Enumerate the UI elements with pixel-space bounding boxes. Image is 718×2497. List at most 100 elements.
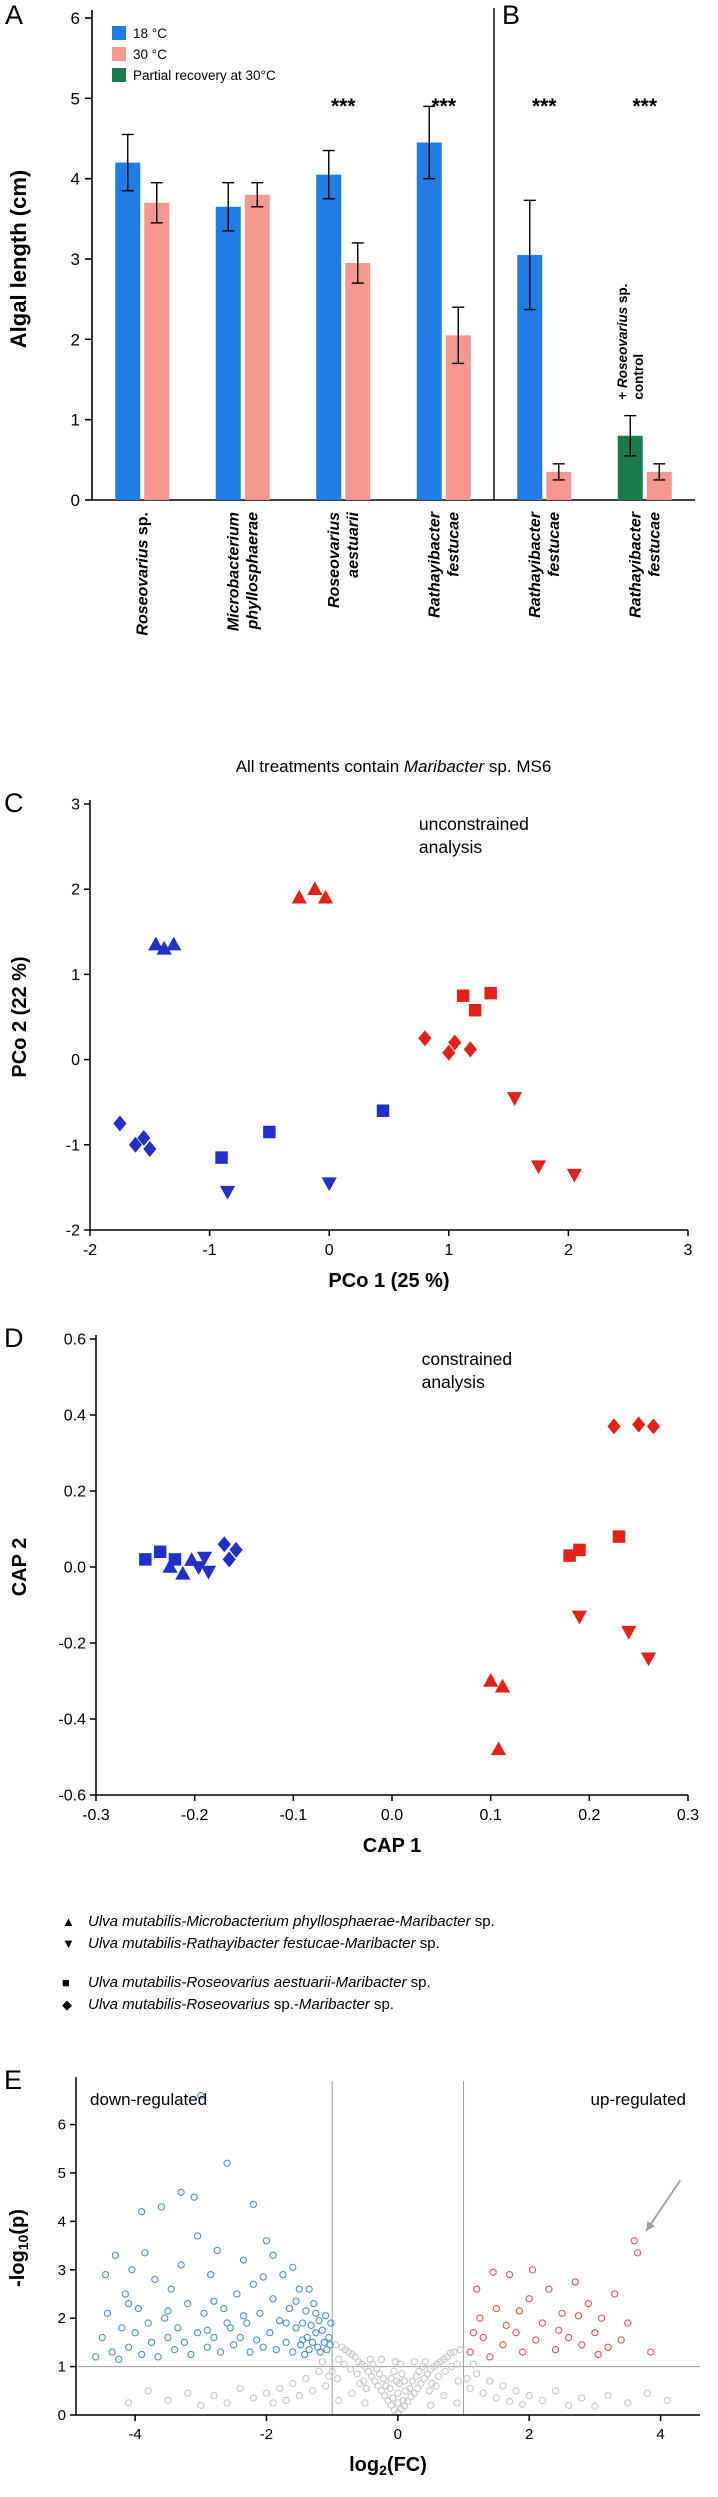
- svg-text:0.0: 0.0: [64, 1560, 86, 1577]
- x-axis-label: PCo 1 (25 %): [328, 1270, 449, 1292]
- bar-y-axis-label: Algal length (cm): [6, 170, 31, 348]
- plot-title: unconstrained: [419, 814, 529, 834]
- bar-x-tick-label: Roseovarius sp.: [134, 512, 151, 636]
- svg-text:4: 4: [71, 170, 80, 189]
- x-axis-label: log2(FC): [349, 2454, 427, 2478]
- bar-x-tick-label: phyllosphaerae: [244, 512, 261, 630]
- bar-group: ***: [517, 95, 572, 500]
- bar-x-tick-label: festucae: [445, 512, 462, 577]
- bar-x-tick-label: Roseovarius: [326, 512, 343, 608]
- marker-legend: ▲ Ulva mutabilis-Microbacterium phyllosph…: [0, 1890, 718, 2067]
- down-regulated-label: down-regulated: [90, 2090, 207, 2109]
- bar-temperature-legend: 18 °C 30 °C Partial recovery at 30°C: [112, 26, 276, 83]
- svg-text:6: 6: [71, 9, 80, 28]
- bar-x-tick-label: Rathayibacter: [627, 511, 644, 618]
- series-down-regulated-significant: [92, 2091, 335, 2363]
- bar-chart-svg: 0 1 2 3 4 5 6 Algal length (cm) Roseovarius sp. M…: [6, 8, 695, 776]
- legend-item: ▼ Ulva mutabilis-Rathayibacter festucae-M…: [62, 1935, 718, 1952]
- svg-text:-4: -4: [128, 2426, 141, 2443]
- series-triangle-up-red: [483, 1673, 511, 1756]
- pcoa-scatter-svg: -2 -1 0 1 2 3 -2 -1 0 1 2 3 PCo 1 (25 %) PCo 2 (22 %)…: [9, 797, 693, 1293]
- y-axis-label: -log10(p): [7, 2209, 31, 2287]
- svg-text:-0.2: -0.2: [181, 1807, 209, 1824]
- bar-x-tick-label: Rathayibacter: [426, 511, 443, 618]
- bar-group: [115, 133, 170, 500]
- panel-bar-chart: A B 0 1 2 3 4 5 6 Algal length (cm) Roseovarius …: [0, 0, 718, 790]
- series-non-significant: [124, 2341, 671, 2417]
- legend-label: Ulva mutabilis-Rathayibacter festucae-Ma…: [88, 1935, 440, 1952]
- legend-label: Ulva mutabilis-Roseovarius aestuarii-Mar…: [88, 1974, 431, 1991]
- svg-text:4: 4: [656, 2426, 664, 2443]
- panel-cap-scatter: D -0.3 -0.2 -0.1 0.0 0.1 0.2 0.3 -0.6 -0.4 -0.2 0.…: [0, 1325, 718, 1890]
- svg-text:2: 2: [71, 330, 80, 349]
- bar-x-tick-label: aestuarii: [345, 511, 362, 577]
- legend-label: Ulva mutabilis-Roseovarius sp.-Maribacte…: [88, 1996, 394, 2013]
- up-regulated-label: up-regulated: [591, 2090, 686, 2109]
- significance-stars: ***: [632, 95, 657, 118]
- series-square-blue: [215, 1104, 390, 1164]
- svg-text:3: 3: [58, 2262, 66, 2279]
- svg-text:-0.1: -0.1: [280, 1807, 308, 1824]
- bar-group: [215, 181, 270, 501]
- svg-text:0.1: 0.1: [480, 1807, 502, 1824]
- threshold-lines: [76, 2081, 700, 2415]
- svg-text:0.3: 0.3: [677, 1807, 699, 1824]
- svg-text:0: 0: [71, 491, 80, 510]
- svg-text:0.2: 0.2: [64, 1484, 86, 1501]
- svg-text:1: 1: [71, 967, 80, 984]
- svg-text:0.4: 0.4: [64, 1408, 86, 1425]
- recovery-annotation: control: [631, 354, 646, 400]
- y-axis-label: CAP 2: [9, 1538, 31, 1597]
- svg-text:0.0: 0.0: [381, 1807, 403, 1824]
- svg-text:2: 2: [71, 882, 80, 899]
- svg-text:0: 0: [58, 2407, 66, 2424]
- significance-stars: ***: [331, 95, 356, 118]
- svg-text:0: 0: [71, 1052, 80, 1069]
- series-diamond-red: [607, 1416, 661, 1435]
- series-diamond-blue: [217, 1536, 243, 1568]
- svg-text:0: 0: [325, 1242, 334, 1259]
- svg-text:-2: -2: [66, 1223, 80, 1240]
- series-square-red: [563, 1530, 626, 1562]
- svg-text:2: 2: [525, 2426, 533, 2443]
- series-up-regulated-significant: [466, 2237, 655, 2361]
- bar-group: ***: [316, 95, 371, 500]
- svg-text:3: 3: [71, 250, 80, 269]
- svg-text:2: 2: [58, 2310, 66, 2327]
- significance-stars: ***: [532, 95, 557, 118]
- bar-legend-label: Partial recovery at 30°C: [133, 68, 276, 83]
- svg-text:1: 1: [71, 411, 80, 430]
- svg-text:0.6: 0.6: [64, 1332, 86, 1349]
- axes: -4 -2 0 2 4 0 1 2 3 4 5 6: [58, 2077, 700, 2443]
- svg-text:2: 2: [564, 1242, 573, 1259]
- axes: -2 -1 0 1 2 3 -2 -1 0 1 2 3: [66, 797, 693, 1260]
- series-diamond-blue: [113, 1115, 157, 1158]
- plot-title: analysis: [419, 837, 482, 857]
- bar-x-tick-label: festucae: [646, 512, 663, 577]
- plot-title: analysis: [422, 1372, 485, 1392]
- svg-text:0.2: 0.2: [578, 1807, 600, 1824]
- svg-text:-0.2: -0.2: [58, 1636, 86, 1653]
- legend-item: ◆ Ulva mutabilis-Roseovarius sp.-Maribact…: [62, 1996, 718, 2013]
- svg-text:-0.4: -0.4: [58, 1712, 86, 1729]
- bar-x-tick-label: Rathayibacter: [527, 511, 544, 618]
- bar-legend-label: 30 °C: [133, 47, 167, 62]
- svg-text:-0.3: -0.3: [82, 1807, 110, 1824]
- svg-text:3: 3: [684, 1242, 693, 1259]
- y-axis-label: PCo 2 (22 %): [9, 956, 31, 1077]
- panel-pcoa-scatter: C -2 -1 0 1 2 3 -2 -1 0 1 2 3 PCo 1 (25 %) PCo 2 (22 …: [0, 790, 718, 1325]
- bar-group: ***: [416, 95, 471, 500]
- svg-text:0: 0: [394, 2426, 402, 2443]
- svg-text:3: 3: [71, 797, 80, 814]
- square-icon: ■: [62, 1975, 70, 1990]
- legend-item: ▲ Ulva mutabilis-Microbacterium phyllosph…: [62, 1913, 718, 1930]
- series-triangle-up-red: [291, 881, 334, 904]
- triangle-down-icon: ▼: [62, 1936, 75, 1951]
- x-axis-label: CAP 1: [363, 1835, 422, 1857]
- svg-text:5: 5: [58, 2165, 66, 2182]
- svg-text:-2: -2: [83, 1242, 97, 1259]
- svg-text:-2: -2: [260, 2426, 273, 2443]
- legend-item: ■ Ulva mutabilis-Roseovarius aestuarii-Ma…: [62, 1974, 718, 1991]
- svg-text:-0.6: -0.6: [58, 1788, 86, 1805]
- volcano-svg: -4 -2 0 2 4 0 1 2 3 4 5 6 log2(FC) -log10(p) down-regu…: [7, 2077, 700, 2478]
